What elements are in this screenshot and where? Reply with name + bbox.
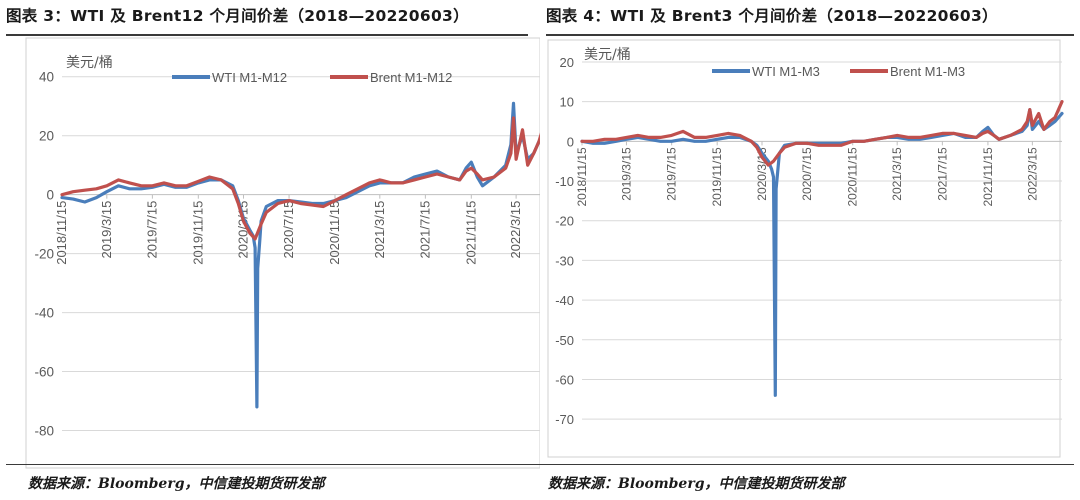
chart-4-x-tick-label: 2019/11/15 <box>710 147 724 206</box>
chart-4-y-tick-label: -40 <box>555 293 574 308</box>
chart-4-wti-brent-3m-spread: 美元/桶 -70 -60 -50 -40 -30 -20 -10 0 10 20 2018/11/15… <box>547 39 1064 458</box>
chart-4-x-tick-label: 2019/3/15 <box>619 147 633 201</box>
chart-4-x-tick-label: 2019/7/15 <box>665 147 679 201</box>
chart-4-source-note: 数据来源：Bloomberg，中信建投期货研发部 <box>548 476 845 492</box>
chart-3-legend-label-brent: Brent M1-M12 <box>370 70 452 85</box>
chart-3-y-tick-label: 0 <box>46 188 54 203</box>
chart-4-x-tick-label: 2020/7/15 <box>800 147 814 201</box>
chart-3-y-tick-label: -40 <box>34 306 54 321</box>
chart-4-y-tick-label: -50 <box>555 333 574 348</box>
chart-4-y-tick-label: 0 <box>567 134 574 149</box>
chart-4-title-rule <box>546 34 1074 36</box>
chart-4-x-tick-label: 2021/7/15 <box>935 147 949 201</box>
chart-4-x-tick-label: 2020/11/15 <box>846 147 860 206</box>
chart-3-y-tick-label: 40 <box>39 70 54 85</box>
chart-4-y-tick-label: 10 <box>560 95 574 110</box>
chart-3-title-rule <box>6 34 528 36</box>
chart-3-y-tick-label: 20 <box>39 129 54 144</box>
chart-3-x-tick-label: 2019/3/15 <box>99 201 114 259</box>
chart-4-x-tick-label: 2018/11/15 <box>575 147 589 206</box>
chart-3-x-tick-label: 2021/7/15 <box>417 201 432 259</box>
chart-3-x-tick-label: 2020/11/15 <box>327 201 342 265</box>
chart-3-x-tick-label: 2018/11/15 <box>54 201 69 265</box>
chart-3-y-tick-label: -20 <box>34 247 54 262</box>
chart-4-x-tick-label: 2022/3/15 <box>1025 147 1039 201</box>
chart-3-y-tick-label: -60 <box>34 365 54 380</box>
footer-rule <box>6 464 1074 465</box>
chart-3-x-tick-label: 2019/7/15 <box>144 201 159 259</box>
chart-3-y-tick-label: -80 <box>34 424 54 439</box>
chart-3-x-tick-label: 2020/3/15 <box>236 201 251 259</box>
chart-4-legend-label-wti: WTI M1-M3 <box>752 64 820 79</box>
chart-3-x-tick-label: 2020/7/15 <box>281 201 296 259</box>
chart-3-source-note: 数据来源：Bloomberg，中信建投期货研发部 <box>28 476 325 492</box>
chart-3-series-line-brent <box>60 116 540 241</box>
chart-4-y-tick-label: -60 <box>555 372 574 387</box>
chart-4-y-tick-label: -70 <box>555 412 574 427</box>
chart-3-x-tick-label: 2021/3/15 <box>372 201 387 259</box>
chart-4-y-tick-label: 20 <box>560 55 574 70</box>
chart-3-wti-brent-12m-spread: 美元/桶 -80 -60 -40 -20 0 20 40 2018/11/15 2019/3/15… <box>25 37 540 469</box>
chart-3-unit-label: 美元/桶 <box>66 55 113 71</box>
chart-4-series-line-brent <box>580 99 1064 167</box>
chart-4-y-tick-label: -30 <box>555 253 574 268</box>
chart-4-y-tick-label: -20 <box>555 214 574 229</box>
chart-4-title: 图表 4：WTI 及 Brent3 个月间价差（2018—20220603） <box>546 7 998 25</box>
chart-3-legend-label-wti: WTI M1-M12 <box>212 70 287 85</box>
chart-4-x-tick-label: 2021/11/15 <box>981 147 995 206</box>
chart-3-title: 图表 3：WTI 及 Brent12 个月间价差（2018—20220603） <box>6 7 469 25</box>
chart-3-x-tick-label: 2021/11/15 <box>463 201 478 265</box>
chart-4-frame <box>547 39 1061 458</box>
chart-4-x-tick-label: 2021/3/15 <box>890 147 904 201</box>
chart-4-y-tick-label: -10 <box>555 174 574 189</box>
chart-3-x-tick-label: 2022/3/15 <box>508 201 523 259</box>
chart-3-frame <box>25 37 540 469</box>
chart-4-legend-label-brent: Brent M1-M3 <box>890 64 965 79</box>
chart-4-unit-label: 美元/桶 <box>584 47 631 63</box>
chart-3-x-tick-label: 2019/11/15 <box>190 201 205 265</box>
